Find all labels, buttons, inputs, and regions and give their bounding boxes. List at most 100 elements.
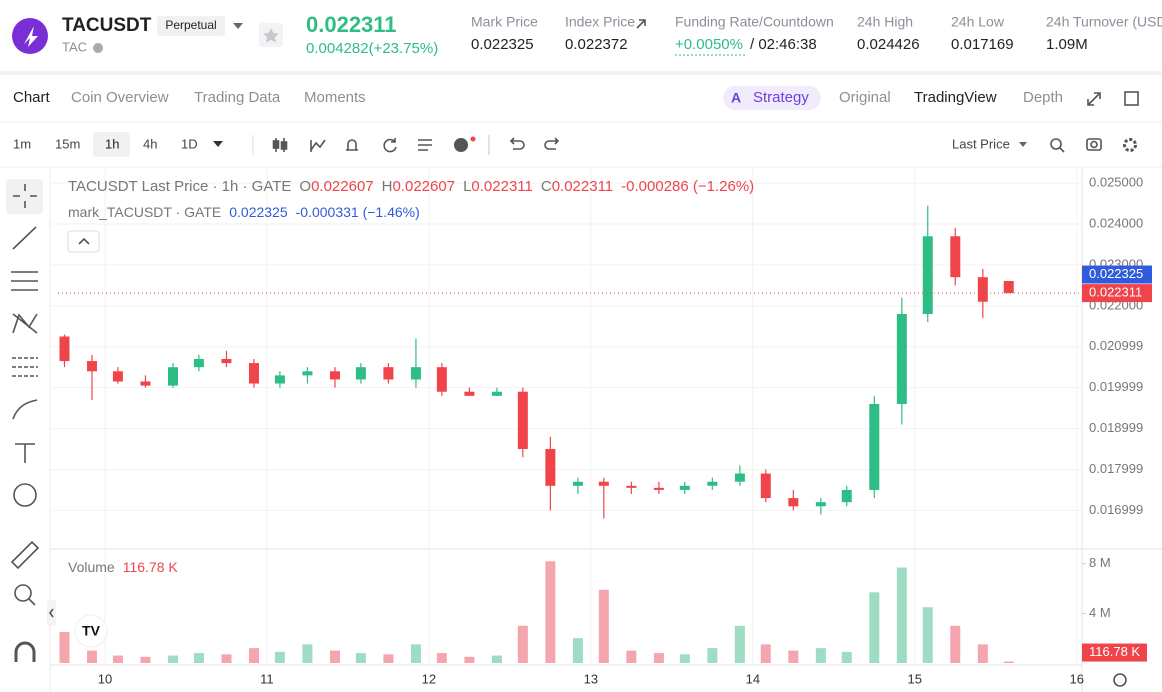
- candle-body: [977, 277, 988, 302]
- text-tool[interactable]: [15, 443, 35, 463]
- link-icon[interactable]: [636, 19, 646, 29]
- y-tick-label: 0.016999: [1089, 502, 1143, 517]
- zoom-tool[interactable]: [14, 584, 32, 602]
- volume-bar: [869, 592, 880, 663]
- interval[interactable]: 1m: [13, 136, 31, 151]
- stat-label: 24h Turnover (USDT): [1046, 14, 1162, 30]
- interval[interactable]: 15m: [55, 136, 80, 151]
- tab[interactable]: Trading Data: [194, 89, 281, 106]
- mark-change: -0.000331 (−1.46%): [296, 204, 420, 220]
- interval[interactable]: 4h: [143, 136, 157, 151]
- interval[interactable]: 1D: [181, 136, 198, 151]
- candle-body: [112, 371, 123, 382]
- candle-body: [815, 502, 826, 507]
- redo-icon[interactable]: [544, 137, 560, 150]
- emoji-tool[interactable]: [13, 483, 37, 507]
- candle-body: [87, 361, 98, 372]
- base: TAC: [62, 39, 87, 54]
- candle-body: [1003, 280, 1014, 294]
- y-tick-label: 0.025000: [1089, 175, 1143, 190]
- window-icon[interactable]: [1124, 91, 1139, 106]
- y-tick-label: 0.020999: [1089, 338, 1143, 353]
- brush-tool[interactable]: [12, 399, 38, 420]
- expand-icon[interactable]: [1087, 92, 1101, 106]
- price-type-caret[interactable]: [1019, 142, 1027, 147]
- plus-icon[interactable]: [454, 138, 468, 152]
- tv-logo[interactable]: [74, 614, 108, 648]
- volume-bar: [922, 607, 933, 663]
- stat-label: 24h High: [857, 14, 913, 30]
- x-tick-label: 12: [422, 671, 436, 686]
- volume-bar: [140, 656, 151, 663]
- interval[interactable]: 1h: [105, 136, 119, 151]
- candle-body: [869, 404, 880, 490]
- side-collapse[interactable]: [47, 600, 56, 626]
- camera-lens: [1090, 140, 1098, 149]
- candle-body: [679, 485, 690, 490]
- volume-tick-label: 4 M: [1089, 605, 1111, 620]
- candle-body: [410, 367, 421, 380]
- price-type[interactable]: Last Price: [952, 136, 1010, 151]
- camera-icon[interactable]: [1086, 138, 1102, 151]
- projection-tool[interactable]: [12, 357, 38, 377]
- x-tick-label: 13: [584, 671, 598, 686]
- x-tick-label: 15: [908, 671, 922, 686]
- chart-legend: TACUSDT Last Price · 1h · GATE O0.022607 H…: [68, 178, 754, 195]
- volume-bar: [383, 654, 394, 663]
- volume-bar: [598, 589, 609, 663]
- volume-bar: [491, 655, 502, 663]
- volume-bar: [248, 648, 259, 663]
- info-icon[interactable]: [93, 43, 103, 53]
- tab[interactable]: Coin Overview: [71, 89, 169, 106]
- symbol-caret[interactable]: [233, 23, 243, 29]
- search-icon[interactable]: [1050, 138, 1062, 150]
- volume-bar: [815, 648, 826, 663]
- undo-icon[interactable]: [509, 137, 525, 150]
- candle-body: [734, 473, 745, 482]
- template-icon[interactable]: [418, 139, 432, 151]
- volume-bar: [464, 656, 475, 663]
- volume-bar: [112, 655, 123, 663]
- star: [263, 28, 279, 43]
- volume-bar: [87, 650, 98, 663]
- view[interactable]: TradingView: [914, 89, 997, 106]
- candle-body: [707, 481, 718, 486]
- interval-caret[interactable]: [213, 141, 223, 147]
- candle-body: [517, 391, 528, 449]
- crosshair-tool[interactable]: [13, 184, 37, 208]
- collapse-legend[interactable]: [67, 230, 100, 253]
- x-tick-label: 11: [260, 671, 274, 686]
- zoom-handle: [28, 598, 36, 606]
- indicator-icon[interactable]: [310, 139, 326, 152]
- trendline-tool[interactable]: [12, 226, 37, 250]
- right-tools: [1050, 138, 1137, 153]
- tab[interactable]: Moments: [304, 89, 366, 106]
- view[interactable]: Original: [839, 89, 891, 106]
- alert-icon[interactable]: [346, 139, 358, 151]
- fib-tool[interactable]: [11, 271, 38, 291]
- replay-icon[interactable]: [383, 138, 397, 153]
- settings-icon[interactable]: [1123, 138, 1137, 152]
- volume-bar: [167, 655, 178, 663]
- candle-body: [383, 367, 394, 380]
- countdown: / 02:46:38: [750, 36, 817, 53]
- ohlc-key: C: [541, 178, 552, 195]
- strategy-pill[interactable]: [723, 86, 821, 110]
- axis-settings[interactable]: [1113, 673, 1127, 687]
- stat-value: 0.017169: [951, 36, 1014, 53]
- magnet-tool[interactable]: [14, 641, 36, 662]
- volume-tick-label: 8 M: [1089, 555, 1111, 570]
- view[interactable]: Depth: [1023, 89, 1063, 106]
- pattern-tool[interactable]: [12, 313, 38, 334]
- volume-bar: [517, 625, 528, 663]
- candle-body: [491, 391, 502, 396]
- tab[interactable]: Chart: [13, 89, 51, 106]
- symbol[interactable]: TACUSDT: [62, 15, 152, 36]
- candle-body: [355, 367, 366, 380]
- view[interactable]: Strategy: [753, 89, 809, 106]
- notify-dot: [470, 136, 476, 142]
- candle-body: [572, 481, 583, 486]
- ruler-tool[interactable]: [10, 540, 40, 570]
- candle-body: [193, 359, 204, 368]
